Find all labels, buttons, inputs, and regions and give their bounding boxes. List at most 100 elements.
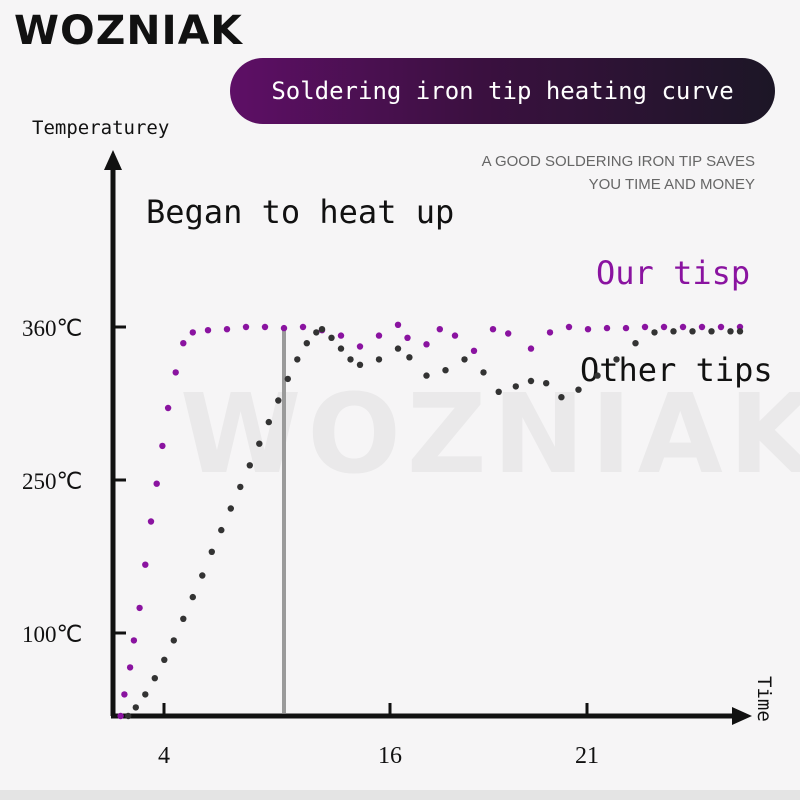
legend-our-tips: Our tisp	[596, 254, 750, 292]
other-tips-point	[180, 615, 187, 622]
tagline: A GOOD SOLDERING IRON TIP SAVES YOU TIME…	[482, 150, 755, 196]
x-tick-label-4: 4	[158, 743, 170, 769]
our-tips-point	[337, 332, 345, 339]
tagline-line-2: YOU TIME AND MONEY	[588, 176, 755, 193]
y-tick-label-100: 100℃	[22, 622, 82, 647]
our-tips-point	[223, 326, 231, 333]
our-tips-point	[436, 326, 443, 333]
our-tips-point	[546, 329, 554, 336]
our-tips-point	[698, 323, 706, 331]
other-tips-point	[125, 712, 132, 720]
other-tips-point	[199, 572, 206, 579]
series-layer	[117, 321, 744, 720]
chart-title-banner: Soldering iron tip heating curve	[230, 58, 775, 124]
our-tips-point	[136, 604, 143, 612]
y-tick-label-250: 250℃	[22, 469, 82, 494]
our-tips-point	[142, 561, 149, 568]
other-tips-point	[132, 704, 139, 711]
other-tips-point	[575, 386, 582, 393]
other-tips-point	[394, 345, 402, 352]
x-axis-arrow	[732, 707, 752, 725]
y-tick-label-360: 360℃	[22, 316, 82, 341]
other-tips-point	[461, 356, 468, 363]
annotation-began-heating: Began to heat up	[146, 193, 454, 231]
other-tips-point	[189, 593, 196, 601]
tagline-line-1: A GOOD SOLDERING IRON TIP SAVES	[481, 153, 755, 170]
other-tips-point	[670, 328, 677, 335]
other-tips-point	[275, 397, 282, 404]
our-tips-point	[126, 664, 134, 671]
footer-bar	[0, 790, 800, 800]
our-tips-point	[394, 321, 402, 328]
other-tips-point	[727, 328, 734, 335]
x-tick-label-21: 21	[575, 743, 599, 769]
other-tips-point	[689, 328, 696, 335]
other-tips-point	[284, 375, 291, 383]
other-tips-point	[328, 334, 335, 341]
other-tips-point	[208, 548, 215, 555]
chart-title: Soldering iron tip heating curve	[271, 77, 734, 105]
brand-logo: WOZNIAK	[14, 8, 243, 54]
other-tips-point	[423, 372, 430, 379]
other-tips-point	[480, 369, 487, 376]
other-tips-point	[337, 345, 345, 352]
y-axis-arrow	[104, 150, 122, 170]
our-tips-point	[299, 323, 307, 331]
our-tips-point	[280, 324, 288, 332]
other-tips-point	[356, 361, 364, 368]
our-tips-point	[356, 343, 364, 350]
our-tips-point	[565, 323, 573, 331]
other-tips-point	[256, 440, 263, 447]
our-tips-point	[180, 340, 187, 347]
legend-other-tips: Other tips	[580, 351, 773, 389]
our-tips-point	[622, 324, 630, 332]
our-tips-point	[423, 341, 430, 348]
other-tips-point	[527, 377, 535, 385]
our-tips-point	[189, 329, 196, 336]
other-tips-point	[294, 356, 301, 363]
our-tips-point	[603, 324, 611, 332]
our-tips-point	[153, 480, 160, 487]
our-tips-point	[121, 691, 128, 698]
our-tips-point	[679, 323, 687, 331]
y-axis-label: Temperaturey	[32, 117, 169, 139]
our-tips-point	[375, 332, 383, 339]
x-tick-label-16: 16	[378, 743, 402, 769]
our-tips-point	[147, 518, 155, 525]
x-axis-label: Time	[753, 676, 775, 722]
our-tips-point	[204, 327, 212, 334]
our-tips-point	[261, 323, 269, 331]
other-tips-point	[632, 340, 639, 347]
our-tips-point	[489, 326, 497, 333]
other-tips-point	[151, 675, 158, 682]
other-tips-point	[142, 691, 149, 698]
other-tips-point	[237, 483, 244, 491]
other-tips-point	[512, 383, 519, 390]
other-tips-point	[313, 329, 320, 336]
other-tips-point	[347, 356, 354, 363]
other-tips-point	[161, 656, 168, 663]
our-tips-point	[404, 334, 411, 341]
other-tips-point	[218, 526, 225, 534]
our-tips-point	[164, 404, 172, 412]
our-tips-point	[451, 332, 459, 339]
other-tips-point	[406, 354, 413, 361]
other-tips-point	[594, 372, 601, 379]
our-tips-point	[242, 323, 250, 331]
our-tips-point	[470, 347, 478, 354]
our-tips-point	[159, 442, 166, 450]
other-tips-point	[227, 505, 234, 512]
other-tips-point	[613, 356, 620, 363]
other-tips-point	[543, 380, 550, 387]
other-tips-point	[442, 367, 449, 374]
other-tips-point	[303, 340, 310, 347]
our-tips-point	[527, 345, 535, 352]
other-tips-point	[246, 462, 253, 469]
our-tips-point	[505, 330, 512, 337]
our-tips-point	[641, 323, 649, 331]
other-tips-point	[651, 329, 658, 336]
other-tips-point	[375, 356, 383, 363]
our-tips-point	[660, 323, 668, 331]
other-tips-point	[265, 418, 272, 426]
